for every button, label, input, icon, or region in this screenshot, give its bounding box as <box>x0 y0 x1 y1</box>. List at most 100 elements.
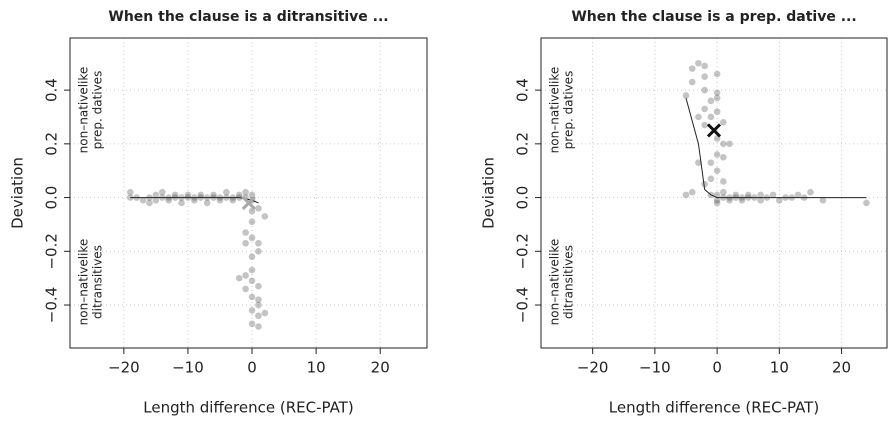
y-tick-label: 0.4 <box>514 78 532 102</box>
x-tick-label: −20 <box>108 359 140 377</box>
point <box>726 196 733 204</box>
point <box>701 73 708 80</box>
smooth-line <box>130 197 259 204</box>
point <box>178 199 185 207</box>
point <box>242 239 249 247</box>
y-tick-label: 0.0 <box>514 186 532 210</box>
point <box>255 247 262 255</box>
point <box>152 191 160 199</box>
mean-marker <box>241 195 256 211</box>
point <box>701 105 708 113</box>
point <box>695 159 702 166</box>
point <box>158 188 166 196</box>
point <box>126 188 134 196</box>
point <box>707 175 715 183</box>
annotation: non–nativelike <box>77 67 91 154</box>
point <box>248 218 256 226</box>
point <box>713 151 721 158</box>
point <box>682 92 690 99</box>
panel-title: When the clause is a prep. dative ... <box>571 9 856 25</box>
point <box>261 213 269 220</box>
point <box>191 196 198 204</box>
point <box>794 191 802 199</box>
point <box>242 188 249 196</box>
y-tick-label: −0.4 <box>514 287 532 323</box>
point <box>248 307 256 314</box>
x-axis-label: Length difference (REC-PAT) <box>143 399 353 417</box>
point <box>707 113 715 121</box>
annotation: prep. datives <box>91 71 105 150</box>
point <box>695 113 702 121</box>
smooth-line <box>685 98 867 199</box>
point <box>203 199 211 207</box>
point <box>216 196 224 204</box>
point <box>165 196 173 204</box>
point <box>255 312 262 320</box>
point <box>235 274 243 282</box>
point <box>701 121 708 129</box>
y-tick-label: −0.2 <box>43 233 61 269</box>
point <box>248 277 256 285</box>
point <box>707 159 715 166</box>
point <box>720 178 727 185</box>
marker-stroke <box>241 195 256 211</box>
point <box>738 196 746 204</box>
plot-frame <box>540 37 888 349</box>
point <box>261 309 269 317</box>
panel-title: When the clause is a ditransitive ... <box>108 9 388 25</box>
point <box>713 89 721 97</box>
point <box>713 167 721 175</box>
x-tick-label: 20 <box>832 359 851 377</box>
point <box>152 196 160 204</box>
x-axis-label: Length difference (REC-PAT) <box>609 399 819 417</box>
y-tick-label: 0.4 <box>43 78 61 102</box>
point <box>688 188 696 196</box>
x-tick-label: 10 <box>770 359 789 377</box>
point <box>255 205 262 212</box>
annotation: non–nativelike <box>548 67 562 154</box>
point <box>171 191 179 199</box>
point <box>713 108 721 115</box>
point <box>229 196 237 204</box>
point <box>223 188 230 196</box>
point <box>139 196 147 204</box>
x-tick-label: −20 <box>577 359 609 377</box>
point <box>701 62 708 70</box>
y-axis-label: Deviation <box>480 157 498 229</box>
y-tick-label: −0.4 <box>43 287 61 323</box>
marker-stroke <box>706 123 722 138</box>
point <box>146 199 153 207</box>
point <box>726 140 733 148</box>
point <box>720 140 727 148</box>
point <box>819 196 827 204</box>
point <box>744 191 752 199</box>
point <box>757 196 764 204</box>
annotation: prep. datives <box>562 71 576 150</box>
y-axis-label: Deviation <box>9 157 27 229</box>
point <box>776 196 783 204</box>
y-tick-label: 0.2 <box>43 132 61 156</box>
point <box>713 199 721 207</box>
x-tick-label: −10 <box>172 359 204 377</box>
point <box>242 272 249 279</box>
y-tick-label: −0.2 <box>514 233 532 269</box>
point <box>255 239 262 247</box>
point <box>248 253 256 260</box>
point <box>242 285 249 293</box>
point <box>720 119 727 126</box>
point <box>701 86 708 94</box>
y-tick-label: 0.2 <box>514 132 532 156</box>
x-tick-label: 20 <box>371 359 390 377</box>
point <box>197 191 205 199</box>
point <box>255 301 262 309</box>
point <box>682 191 690 199</box>
x-tick-label: 0 <box>712 359 722 377</box>
point <box>242 229 249 236</box>
point <box>248 266 256 274</box>
annotation: non–nativelike <box>548 239 562 326</box>
x-tick-label: −10 <box>639 359 671 377</box>
x-tick-label: 10 <box>307 359 326 377</box>
point <box>863 199 870 207</box>
point <box>720 188 727 196</box>
